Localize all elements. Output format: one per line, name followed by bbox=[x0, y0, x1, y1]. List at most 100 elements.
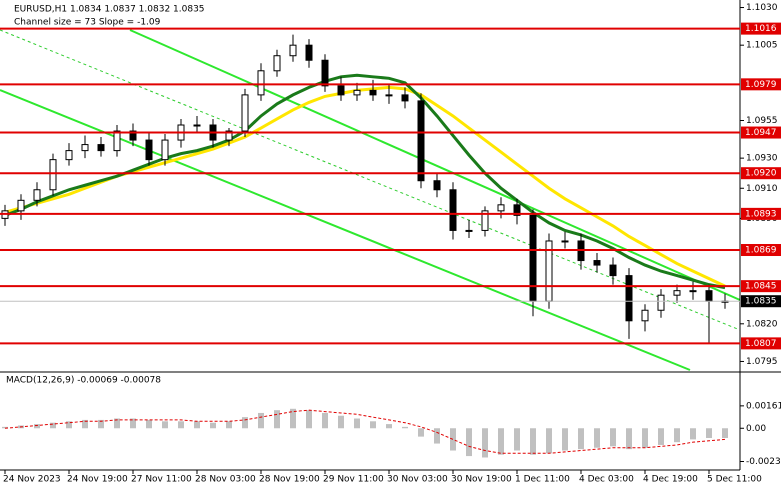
macd-bar bbox=[418, 428, 424, 437]
candle-body bbox=[129, 130, 137, 141]
macd-bar bbox=[306, 410, 312, 429]
channel-upper bbox=[129, 29, 741, 301]
last-price-label: 1.0835 bbox=[745, 297, 777, 307]
level-label: 1.0845 bbox=[745, 282, 777, 292]
macd-bar bbox=[258, 412, 264, 429]
candle-body bbox=[17, 199, 25, 212]
x-tick-label: 30 Nov 03:00 bbox=[387, 475, 448, 485]
level-label: 1.0947 bbox=[745, 128, 777, 138]
y-tick-label: 0.00 bbox=[746, 424, 766, 434]
macd-bar bbox=[722, 428, 728, 438]
macd-bar bbox=[530, 428, 536, 455]
signal-line bbox=[4, 409, 726, 454]
level-box bbox=[741, 167, 781, 180]
last-price-box bbox=[741, 295, 781, 308]
level-label: 1.0893 bbox=[745, 209, 777, 219]
candle-body bbox=[433, 180, 441, 191]
candle-body bbox=[49, 159, 57, 191]
level-box bbox=[741, 22, 781, 35]
macd-bar bbox=[274, 410, 280, 429]
macd-bar bbox=[690, 428, 696, 440]
candle-body bbox=[641, 309, 649, 322]
macd-bar bbox=[514, 428, 520, 451]
macd-bar bbox=[34, 424, 40, 429]
x-tick-label: 28 Nov 19:00 bbox=[259, 475, 320, 485]
level-label: 1.0979 bbox=[745, 80, 777, 90]
macd-bar bbox=[594, 428, 600, 448]
y-tick-label: 1.0930 bbox=[746, 154, 778, 164]
macd-bar bbox=[290, 408, 296, 429]
candle-body bbox=[241, 94, 249, 132]
y-tick-label: 1.0795 bbox=[746, 357, 778, 367]
y-tick-label: 1.0955 bbox=[746, 116, 778, 126]
candle-body bbox=[321, 59, 329, 87]
level-box bbox=[741, 244, 781, 257]
candle-body bbox=[561, 240, 569, 243]
macd-bar bbox=[178, 421, 184, 429]
candle-body bbox=[673, 290, 681, 296]
candle-body bbox=[145, 139, 153, 161]
macd-bar bbox=[626, 428, 632, 450]
macd-bar bbox=[546, 428, 552, 454]
macd-bar bbox=[434, 428, 440, 444]
macd-bar bbox=[130, 418, 136, 429]
candle-body bbox=[161, 139, 169, 161]
x-tick-label: 24 Nov 2023 bbox=[3, 475, 61, 485]
candle-body bbox=[193, 124, 201, 127]
candle-body bbox=[481, 210, 489, 231]
candle-body bbox=[529, 214, 537, 302]
macd-bar bbox=[482, 428, 488, 458]
y-tick-label: 1.0820 bbox=[746, 319, 778, 329]
candle-body bbox=[305, 44, 313, 61]
macd-bar bbox=[322, 412, 328, 429]
x-tick-label: 30 Nov 19:00 bbox=[451, 475, 512, 485]
level-label: 1.0807 bbox=[745, 339, 777, 349]
candle-body bbox=[289, 44, 297, 57]
candle-body bbox=[257, 70, 265, 96]
x-tick-label: 4 Dec 03:00 bbox=[579, 475, 634, 485]
macd-bar bbox=[338, 415, 344, 429]
macd-bar bbox=[370, 421, 376, 429]
candle-body bbox=[97, 144, 105, 152]
level-box bbox=[741, 280, 781, 293]
x-tick-label: 29 Nov 11:00 bbox=[323, 475, 384, 485]
macd-bar bbox=[210, 422, 216, 429]
macd-bar bbox=[226, 421, 232, 429]
candle-body bbox=[657, 294, 665, 311]
macd-bar bbox=[610, 428, 616, 447]
candle-body bbox=[593, 260, 601, 266]
x-tick-label: 28 Nov 03:00 bbox=[195, 475, 256, 485]
candle-body bbox=[625, 275, 633, 322]
candle-body bbox=[689, 290, 697, 293]
candle-body bbox=[337, 85, 345, 96]
level-label: 1.1016 bbox=[745, 24, 777, 34]
macd-bar bbox=[450, 428, 456, 451]
macd-bar bbox=[194, 421, 200, 429]
channel-mid bbox=[0, 29, 741, 331]
candle-body bbox=[273, 55, 281, 72]
x-tick-label: 1 Dec 11:00 bbox=[515, 475, 570, 485]
macd-bar bbox=[82, 419, 88, 429]
y-tick-label: 1.1030 bbox=[746, 3, 778, 13]
candle-body bbox=[385, 94, 393, 97]
level-box bbox=[741, 337, 781, 350]
x-tick-label: 4 Dec 19:00 bbox=[643, 475, 698, 485]
y-tick-label: 0.00161 bbox=[746, 401, 781, 411]
level-box bbox=[741, 78, 781, 91]
macd-bar bbox=[386, 424, 392, 429]
candle-body bbox=[705, 290, 713, 302]
x-tick-label: 27 Nov 11:00 bbox=[131, 475, 192, 485]
macd-bar bbox=[162, 421, 168, 429]
x-tick-label: 24 Nov 19:00 bbox=[67, 475, 128, 485]
candle-body bbox=[33, 189, 41, 201]
level-box bbox=[741, 207, 781, 220]
candle-body bbox=[113, 130, 121, 152]
macd-bar bbox=[98, 419, 104, 429]
level-box bbox=[741, 126, 781, 139]
candle-body bbox=[369, 89, 377, 96]
y-tick-label: 1.0910 bbox=[746, 184, 778, 194]
macd-bar bbox=[706, 428, 712, 438]
macd-bar bbox=[146, 419, 152, 429]
